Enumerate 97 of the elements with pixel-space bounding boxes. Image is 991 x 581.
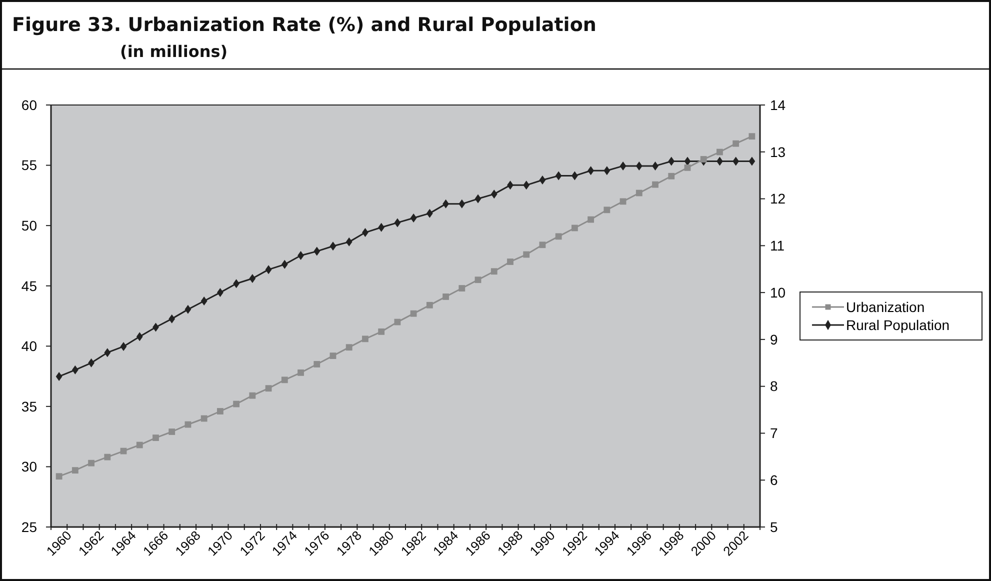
y2-tick-label: 12	[770, 190, 786, 207]
point	[88, 460, 94, 466]
point	[249, 274, 256, 283]
point	[104, 348, 111, 358]
point	[442, 294, 449, 300]
point	[184, 304, 192, 314]
point	[346, 237, 352, 246]
point	[281, 376, 288, 384]
point	[216, 288, 224, 298]
point	[620, 161, 626, 170]
point	[523, 251, 530, 258]
point	[668, 156, 675, 166]
point	[72, 467, 78, 474]
point	[652, 181, 658, 188]
point	[314, 361, 320, 368]
y2-tick-label: 10	[770, 284, 786, 300]
point	[458, 199, 466, 208]
point	[604, 206, 610, 214]
y2-tick-label: 14	[770, 96, 786, 113]
point	[168, 314, 176, 324]
y2-tick-label: 9	[770, 331, 778, 348]
chart-subtitle: (in millions)	[120, 42, 228, 61]
point	[233, 279, 240, 288]
point	[490, 268, 498, 275]
point	[394, 218, 401, 228]
point	[200, 415, 208, 422]
point	[571, 171, 578, 180]
point	[378, 328, 385, 335]
y-tick-label: 55	[21, 157, 38, 174]
y-tick-label: 25	[21, 518, 38, 535]
point	[748, 133, 756, 140]
point	[458, 285, 466, 292]
point	[136, 442, 143, 448]
point	[732, 140, 740, 147]
point	[314, 246, 320, 256]
point	[152, 434, 159, 441]
point	[426, 208, 433, 218]
point	[72, 365, 78, 374]
point	[490, 190, 498, 199]
point	[716, 148, 723, 156]
point	[378, 222, 385, 232]
point	[56, 372, 62, 381]
point	[410, 214, 417, 222]
point	[394, 318, 401, 326]
point	[474, 194, 482, 204]
y-tick-label: 60	[21, 96, 38, 113]
point	[507, 258, 514, 265]
point	[104, 454, 111, 460]
point	[684, 164, 691, 171]
point	[249, 392, 256, 399]
point	[136, 332, 143, 342]
point	[588, 216, 594, 223]
y-tick-label: 40	[21, 338, 38, 354]
y2-tick-label: 7	[770, 425, 778, 442]
chart-title: Figure 33. Urbanization Rate (%) and Rural Population	[12, 14, 596, 36]
point	[330, 242, 336, 251]
point	[668, 172, 675, 180]
point	[555, 233, 562, 240]
point	[410, 310, 417, 317]
y-tick-label: 45	[21, 278, 38, 294]
point	[216, 408, 224, 414]
point	[732, 156, 740, 166]
point	[265, 265, 272, 274]
y2-tick-label: 5	[770, 518, 778, 535]
point	[636, 161, 642, 170]
point	[539, 242, 546, 248]
point	[474, 276, 482, 284]
point	[539, 176, 546, 185]
point	[298, 369, 304, 376]
point	[200, 296, 208, 306]
y-tick-label: 50	[21, 217, 38, 234]
point	[168, 428, 176, 435]
y2-tick-label: 11	[770, 238, 785, 254]
point	[555, 171, 562, 180]
y-tick-label: 35	[21, 398, 38, 414]
point	[346, 344, 352, 351]
point	[120, 342, 127, 351]
point	[281, 260, 288, 269]
point	[330, 352, 336, 359]
y2-tick-label: 6	[770, 472, 778, 488]
point	[362, 336, 368, 342]
point	[588, 166, 594, 176]
y2-tick-label: 13	[770, 144, 786, 160]
y-tick-label: 30	[21, 458, 38, 475]
point	[523, 180, 530, 190]
point	[571, 224, 578, 232]
point	[233, 400, 240, 408]
legend-label: Rural Population	[846, 317, 950, 333]
legend-label: Urbanization	[846, 299, 925, 315]
point	[426, 302, 433, 308]
point	[265, 385, 272, 392]
point	[748, 156, 756, 166]
point	[56, 473, 62, 480]
y2-tick-label: 8	[770, 378, 778, 394]
point	[636, 190, 642, 196]
point	[700, 156, 707, 162]
point	[604, 166, 610, 176]
